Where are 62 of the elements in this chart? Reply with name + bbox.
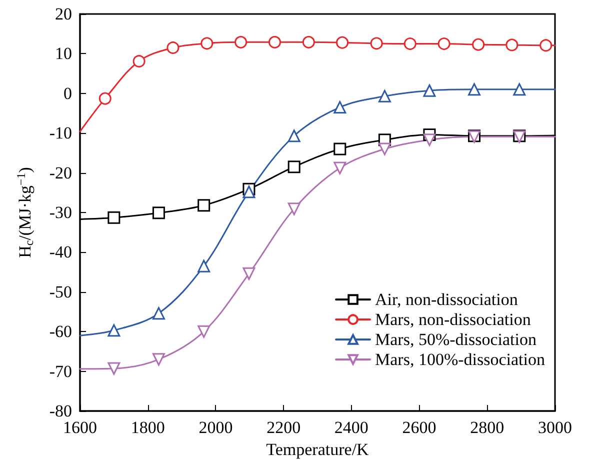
point [378, 90, 391, 102]
y-tick-label: -40 [49, 242, 72, 262]
y-tick-label: -30 [49, 203, 72, 222]
point [152, 206, 165, 220]
point [334, 162, 346, 174]
point [200, 37, 214, 50]
point [540, 39, 552, 52]
point [404, 38, 416, 50]
point [378, 142, 391, 156]
x-tick-label: 1800 [130, 418, 165, 437]
point [242, 267, 256, 280]
y-tick-label: 0 [64, 84, 72, 103]
x-axis-title: Temperature/K [266, 440, 370, 459]
point [242, 186, 256, 198]
y-tick-label: -80 [49, 402, 72, 420]
point [152, 353, 165, 366]
y-tick-label: -10 [49, 124, 72, 143]
point [152, 307, 165, 320]
point [288, 130, 300, 142]
point [132, 54, 146, 68]
point [108, 362, 120, 375]
point [288, 202, 300, 216]
point [288, 160, 300, 174]
legend-label: Mars, non-dissociation [375, 310, 532, 329]
y-tick-label: 20 [55, 4, 72, 24]
point [336, 36, 349, 49]
point [468, 83, 480, 96]
point [98, 92, 112, 105]
y-tick-label: -50 [49, 282, 72, 302]
x-tick-label: 3000 [538, 418, 572, 437]
point [506, 38, 518, 52]
point [268, 36, 281, 48]
x-tick-label: 2600 [402, 418, 436, 437]
point [423, 134, 436, 146]
y-tick-label: -60 [49, 322, 72, 342]
point [513, 83, 526, 96]
point [472, 38, 485, 51]
legend-label: Mars, 50%-dissociation [375, 330, 537, 349]
point [198, 199, 210, 212]
point [198, 260, 210, 272]
x-tick-label: 1600 [63, 418, 97, 437]
point [334, 101, 346, 114]
x-tick-label: 2200 [266, 418, 301, 437]
legend-label: Air, non-dissociation [375, 290, 518, 309]
point [108, 211, 120, 224]
point [302, 36, 315, 48]
point [108, 324, 120, 337]
x-tick-label: 2400 [334, 418, 368, 437]
point [438, 38, 450, 50]
y-tick-label: 10 [55, 44, 72, 64]
point [334, 142, 346, 156]
y-axis-title: Hc/(MJ·kg−1) [14, 167, 36, 258]
y-tick-label: -20 [49, 163, 72, 182]
y-tick-label: -70 [49, 362, 72, 381]
point [423, 84, 436, 97]
point [166, 42, 180, 54]
x-tick-label: 2800 [470, 418, 504, 437]
point [198, 325, 210, 338]
point [234, 36, 248, 48]
x-tick-label: 2000 [198, 418, 233, 437]
point [370, 37, 383, 50]
legend-label: Mars, 100%-dissociation [375, 350, 546, 369]
